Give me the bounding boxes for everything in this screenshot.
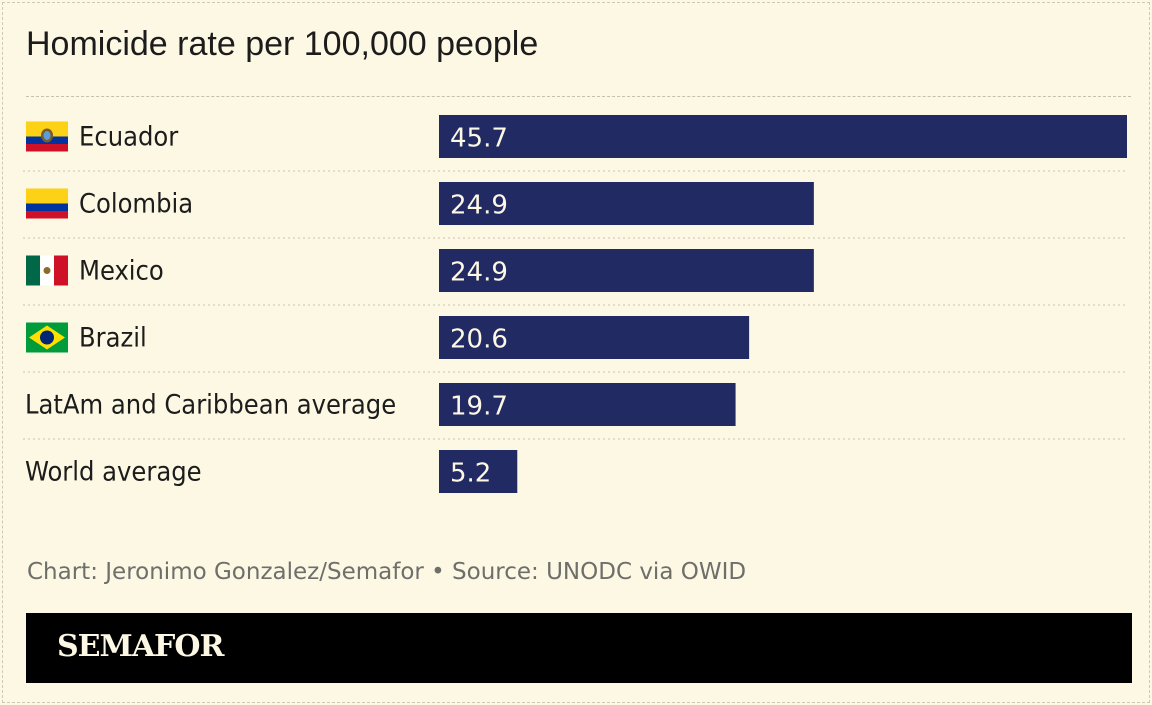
chart-title: Homicide rate per 100,000 people	[26, 25, 539, 63]
category-label: Brazil	[79, 323, 147, 354]
value-label: 5.2	[450, 459, 491, 489]
value-label: 20.6	[450, 325, 508, 355]
category-label: Mexico	[79, 256, 164, 287]
colombia-flag-icon	[26, 188, 68, 219]
category-label: Ecuador	[79, 122, 178, 153]
category-label: LatAm and Caribbean average	[25, 390, 396, 421]
footer-bar: SEMAFOR	[26, 613, 1132, 683]
value-label: 45.7	[450, 124, 508, 154]
value-label: 24.9	[450, 258, 508, 288]
value-label: 19.7	[450, 392, 508, 422]
bar	[439, 249, 814, 292]
brazil-flag-icon	[26, 322, 68, 353]
title-divider	[26, 96, 1131, 97]
category-label: Colombia	[79, 189, 193, 220]
bar	[439, 182, 814, 225]
category-label: World average	[25, 457, 202, 488]
mexico-flag-icon	[26, 255, 68, 286]
bar	[439, 450, 518, 493]
ecuador-flag-icon	[26, 121, 68, 152]
bar	[439, 383, 736, 426]
semafor-logo: SEMAFOR	[57, 629, 224, 664]
bar-chart: Ecuador 45.7 Colombia 24.9 Mexico 24.9 Brazil 2…	[23, 115, 1128, 493]
bar	[439, 115, 1127, 158]
bar	[439, 316, 750, 359]
value-label: 24.9	[450, 191, 508, 221]
chart-credit: Chart: Jeronimo Gonzalez/Semafor • Sourc…	[27, 559, 747, 585]
